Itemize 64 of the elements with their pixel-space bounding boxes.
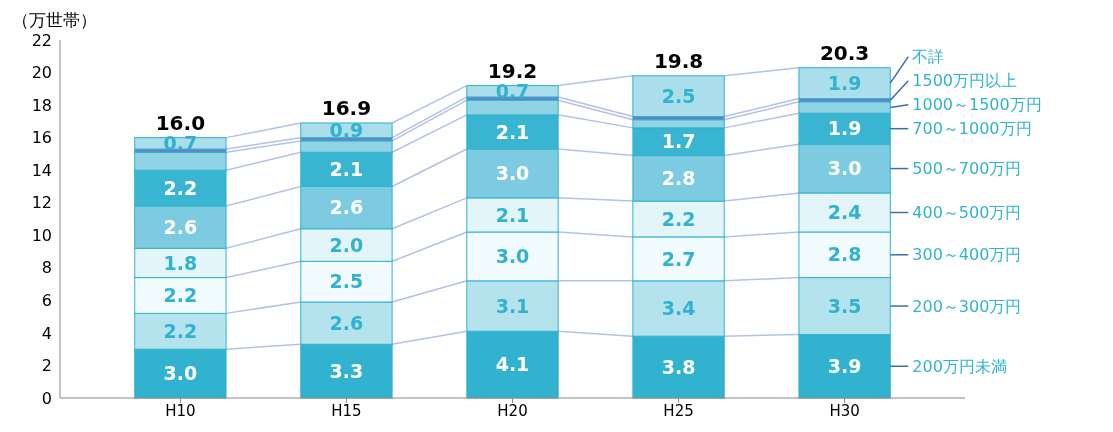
data-label: 1.9 [827, 71, 862, 94]
y-tick-label: 16 [31, 128, 52, 148]
data-label: 3.0 [827, 157, 862, 180]
series-label: 400～500万円 [912, 203, 1022, 223]
data-label: 3.1 [495, 294, 530, 317]
data-label: 2.1 [329, 158, 364, 181]
data-label: 2.6 [329, 311, 364, 334]
data-label: 3.3 [329, 359, 364, 382]
data-label: 2.6 [163, 215, 198, 238]
total-label: 16.9 [321, 95, 372, 120]
total-label: 20.3 [819, 40, 870, 65]
data-label: 2.8 [661, 166, 696, 189]
data-label: 2.6 [329, 196, 364, 219]
total-label: 19.8 [653, 48, 704, 73]
data-label: 1.9 [827, 117, 862, 140]
data-label: 2.2 [163, 284, 198, 307]
y-tick-label: 12 [31, 193, 52, 213]
data-label: 3.8 [661, 355, 696, 378]
y-tick-label: 14 [31, 160, 52, 180]
y-tick-label: 18 [31, 95, 52, 115]
data-label: 2.8 [827, 243, 862, 266]
data-label: 2.2 [163, 176, 198, 199]
data-label: 2.5 [329, 270, 364, 293]
series-label: 200万円未満 [912, 356, 1007, 376]
y-tick-label: 8 [41, 258, 52, 278]
data-label: 3.0 [495, 245, 530, 268]
data-label: 3.5 [827, 294, 862, 317]
y-tick-label: 6 [41, 290, 52, 310]
data-label: 3.9 [827, 354, 862, 377]
data-label: 2.5 [661, 84, 696, 107]
x-tick-label: H30 [829, 402, 860, 420]
data-label: 2.1 [495, 120, 530, 143]
series-label: 700～1000万円 [912, 119, 1032, 139]
y-tick-label: 0 [41, 388, 52, 408]
series-label: 200～300万円 [912, 296, 1022, 316]
x-tick-label: H15 [331, 402, 362, 420]
x-tick-label: H10 [165, 402, 196, 420]
x-tick-label: H25 [663, 402, 694, 420]
series-label: 500～700万円 [912, 159, 1022, 179]
data-label: 2.0 [329, 233, 364, 256]
y-axis-title: （万世帯） [12, 10, 97, 30]
series-label: 不詳 [912, 47, 945, 67]
y-tick-label: 22 [31, 30, 52, 50]
data-label: 2.4 [827, 201, 862, 224]
data-label: 2.2 [661, 207, 696, 230]
y-tick-label: 10 [31, 225, 52, 245]
data-label: 2.2 [163, 319, 198, 342]
data-label: 1.7 [661, 130, 696, 153]
y-tick-label: 4 [41, 323, 52, 343]
total-label: 19.2 [487, 58, 538, 83]
data-label: 1.8 [163, 251, 198, 274]
series-label: 1500万円以上 [912, 71, 1017, 91]
data-label: 3.0 [163, 362, 198, 385]
series-label: 1000～1500万円 [912, 95, 1042, 115]
data-label: 4.1 [495, 353, 530, 376]
data-label: 2.7 [661, 247, 696, 270]
data-label: 3.0 [495, 162, 530, 185]
x-tick-label: H20 [497, 402, 528, 420]
data-label: 3.4 [661, 297, 696, 320]
y-tick-label: 20 [31, 63, 52, 83]
series-label: 300～400万円 [912, 245, 1022, 265]
y-tick-label: 2 [41, 356, 52, 376]
data-label: 0.9 [329, 118, 364, 141]
data-label: 2.1 [495, 203, 530, 226]
